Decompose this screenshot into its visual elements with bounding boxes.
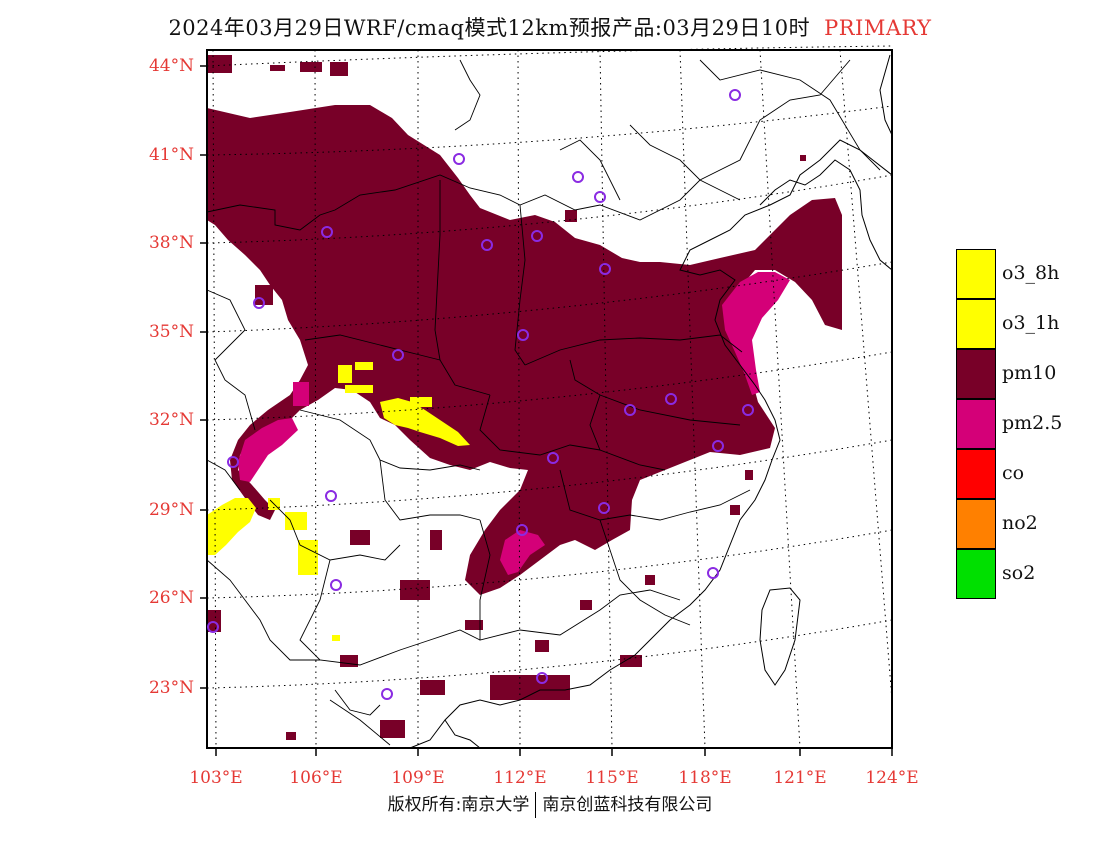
pm25-region-east (722, 272, 790, 395)
legend-item-no2: no2 (956, 499, 1096, 549)
lat-label: 38°N (148, 233, 194, 253)
legend-label: pm10 (1002, 362, 1057, 384)
lat-label: 32°N (148, 410, 194, 430)
lon-label: 103°E (189, 768, 243, 788)
station-marker (572, 171, 584, 183)
monitoring-stations (207, 89, 754, 700)
station-marker (227, 456, 239, 468)
legend-swatch (956, 399, 996, 449)
title-main: 2024年03月29日WRF/cmaq模式12km预报产品:03月29日10时 (168, 16, 811, 40)
graticule (206, 45, 893, 749)
lon-label: 118°E (678, 768, 732, 788)
station-marker (598, 502, 610, 514)
legend-item-pm10: pm10 (956, 349, 1096, 399)
pm25-region-south (500, 530, 545, 575)
station-marker (712, 440, 724, 452)
station-marker (392, 349, 404, 361)
station-marker (325, 490, 337, 502)
footer-left: 版权所有:南京大学 (387, 795, 530, 815)
axis-ticks (200, 65, 893, 756)
legend-item-co: co (956, 449, 1096, 499)
station-marker (624, 404, 636, 416)
station-marker (547, 452, 559, 464)
pm25-region-west (238, 418, 298, 482)
lat-label: 41°N (148, 145, 194, 165)
legend-item-pm25: pm2.5 (956, 399, 1096, 449)
map-frame (206, 49, 893, 749)
station-marker (707, 567, 719, 579)
legend-label: pm2.5 (1002, 412, 1063, 434)
station-marker (729, 89, 741, 101)
o3-region-southwest (207, 498, 256, 555)
station-marker (742, 404, 754, 416)
legend-item-o3-1h: o3_1h (956, 299, 1096, 349)
station-marker (330, 579, 342, 591)
pm10-region-main (207, 105, 842, 595)
legend-swatch (956, 299, 996, 349)
legend: o3_8h o3_1h pm10 pm2.5 co no2 so2 (956, 249, 1096, 599)
legend-item-so2: so2 (956, 549, 1096, 599)
lat-label: 23°N (148, 678, 194, 698)
title-tag: PRIMARY (824, 16, 932, 40)
legend-swatch (956, 499, 996, 549)
lon-label: 109°E (391, 768, 445, 788)
lat-label: 29°N (148, 500, 194, 520)
legend-label: so2 (1002, 562, 1036, 584)
legend-swatch (956, 449, 996, 499)
lon-label: 121°E (773, 768, 827, 788)
station-marker (516, 524, 528, 536)
station-marker (321, 226, 333, 238)
lon-label: 124°E (865, 768, 919, 788)
station-marker (594, 191, 606, 203)
lon-label: 112°E (493, 768, 547, 788)
legend-swatch (956, 249, 996, 299)
legend-label: co (1002, 462, 1025, 484)
pollution-layer (207, 55, 842, 740)
station-marker (481, 239, 493, 251)
station-marker (536, 672, 548, 684)
station-marker (665, 393, 677, 405)
o3-region-center (380, 398, 470, 446)
lat-label: 35°N (148, 322, 194, 342)
map-title: 2024年03月29日WRF/cmaq模式12km预报产品:03月29日10时 P… (0, 12, 1100, 42)
station-marker (531, 230, 543, 242)
footer-right: 南京创蓝科技有限公司 (542, 795, 713, 815)
lat-label: 26°N (148, 588, 194, 608)
station-marker (381, 688, 393, 700)
lon-label: 106°E (289, 768, 343, 788)
province-borders (206, 59, 881, 746)
station-marker (517, 329, 529, 341)
legend-item-o3-8h: o3_8h (956, 249, 1096, 299)
station-marker (253, 297, 265, 309)
copyright-footer: 版权所有:南京大学 南京创蓝科技有限公司 (0, 790, 1100, 818)
lon-label: 115°E (585, 768, 639, 788)
footer-separator (535, 792, 537, 818)
legend-label: o3_1h (1002, 312, 1060, 334)
station-marker (453, 153, 465, 165)
legend-label: o3_8h (1002, 262, 1060, 284)
station-marker (207, 621, 219, 633)
legend-swatch (956, 549, 996, 599)
legend-label: no2 (1002, 512, 1038, 534)
station-marker (599, 263, 611, 275)
lat-label: 44°N (148, 56, 194, 76)
legend-swatch (956, 349, 996, 399)
coastline (409, 54, 893, 749)
